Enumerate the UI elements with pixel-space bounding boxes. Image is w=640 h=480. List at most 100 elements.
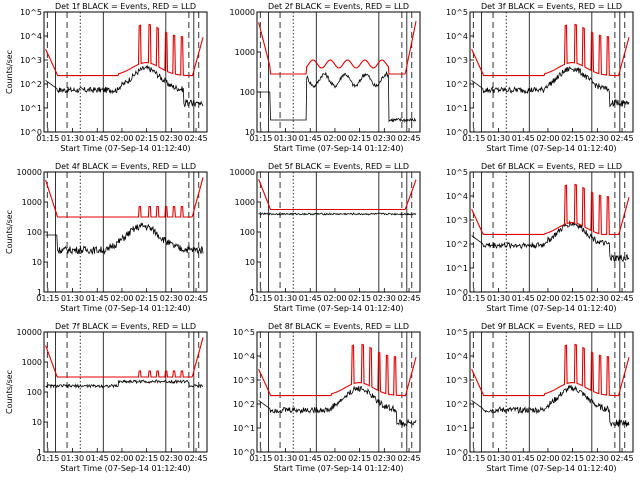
y-tick-label: 10 — [32, 258, 42, 267]
x-tick-label: 01:45 — [512, 294, 535, 303]
x-tick-label: 01:45 — [512, 134, 535, 143]
panel-det-4: Det 4f BLACK = Events, RED = LLD 1 10 100 10… — [5, 162, 208, 313]
x-tick-label: 02:15 — [561, 294, 584, 303]
panel-det-2: Det 2f BLACK = Events, RED = LLD 10 100 100… — [230, 2, 421, 153]
series-lld — [45, 337, 204, 378]
y-tick-label: 100 — [240, 228, 255, 237]
y-tick-label: 10000 — [230, 8, 255, 17]
series-events — [258, 385, 417, 427]
x-tick-label: 01:30 — [61, 134, 84, 143]
y-tick-label: 10^1 — [20, 104, 42, 113]
y-tick-label: 1000 — [235, 198, 255, 207]
x-tick-label: 02:45 — [397, 294, 420, 303]
y-tick-label: 10^5 — [233, 328, 255, 337]
x-tick-label: 01:30 — [274, 294, 297, 303]
y-tick-label: 1000 — [235, 48, 255, 57]
x-tick-label: 01:15 — [462, 454, 485, 463]
x-tick-label: 01:45 — [512, 454, 535, 463]
y-tick-label: 10^1 — [446, 104, 468, 113]
x-tick-label: 02:15 — [348, 294, 371, 303]
y-tick-label: 10^2 — [446, 400, 468, 409]
series-events — [258, 212, 417, 216]
series-events — [471, 220, 630, 263]
x-tick-label: 01:30 — [61, 454, 84, 463]
x-tick-label: 01:30 — [274, 454, 297, 463]
series-lld — [471, 343, 630, 397]
x-tick-label: 02:15 — [348, 134, 371, 143]
x-tick-label: 02:15 — [135, 454, 158, 463]
x-tick-label: 01:30 — [274, 134, 297, 143]
plot-frame — [469, 331, 634, 453]
x-tick-label: 01:15 — [249, 454, 272, 463]
x-tick-label: 01:15 — [462, 294, 485, 303]
x-tick-label: 01:45 — [86, 294, 109, 303]
x-tick-label: 02:15 — [561, 134, 584, 143]
x-tick-label: 01:15 — [36, 454, 59, 463]
x-tick-label: 01:30 — [61, 294, 84, 303]
x-tick-label: 01:15 — [462, 134, 485, 143]
chart-title: Det 6f BLACK = Events, RED = LLD — [481, 162, 622, 171]
y-axis-label: Counts/sec — [5, 210, 14, 254]
y-tick-label: 10^2 — [233, 400, 255, 409]
plot-frame — [256, 11, 421, 133]
y-tick-label: 10 — [245, 128, 255, 137]
x-tick-label: 02:30 — [373, 454, 396, 463]
x-tick-label: 01:45 — [299, 454, 322, 463]
x-tick-label: 01:45 — [299, 294, 322, 303]
x-tick-label: 02:15 — [135, 294, 158, 303]
panel-det-6: Det 6f BLACK = Events, RED = LLD 10^0 10^1… — [446, 162, 634, 313]
x-tick-label: 02:45 — [184, 294, 207, 303]
y-tick-label: 10000 — [230, 168, 255, 177]
x-axis-label: Start Time (07-Sep-14 01:12:40) — [486, 464, 616, 473]
x-tick-label: 02:45 — [610, 454, 633, 463]
y-tick-label: 10^3 — [20, 56, 42, 65]
y-tick-label: 10^5 — [446, 8, 468, 17]
y-tick-label: 10^0 — [446, 128, 468, 137]
y-tick-label: 10^1 — [233, 424, 255, 433]
series-events — [471, 384, 630, 427]
y-tick-label: 10000 — [17, 168, 42, 177]
x-tick-label: 02:30 — [373, 134, 396, 143]
y-tick-label: 10^4 — [20, 32, 42, 41]
x-axis-label: Start Time (07-Sep-14 01:12:40) — [273, 304, 403, 313]
y-tick-label: 10^0 — [446, 448, 468, 457]
y-tick-label: 10^5 — [20, 8, 42, 17]
x-tick-label: 02:30 — [373, 294, 396, 303]
y-tick-label: 10^3 — [233, 376, 255, 385]
y-tick-label: 10^2 — [20, 80, 42, 89]
x-tick-label: 02:15 — [561, 454, 584, 463]
panel-det-8: Det 8f BLACK = Events, RED = LLD 10^0 10^1… — [233, 322, 421, 473]
x-tick-label: 02:15 — [135, 134, 158, 143]
series-lld — [258, 21, 417, 75]
x-tick-label: 01:30 — [487, 294, 510, 303]
x-axis-label: Start Time (07-Sep-14 01:12:40) — [273, 464, 403, 473]
x-tick-label: 01:45 — [86, 134, 109, 143]
series-events — [258, 70, 417, 124]
y-tick-label: 10^4 — [446, 192, 468, 201]
x-tick-label: 02:30 — [586, 294, 609, 303]
x-tick-label: 02:00 — [110, 294, 133, 303]
y-tick-label: 10^0 — [20, 128, 42, 137]
plot-frame — [469, 11, 634, 133]
series-lld — [471, 23, 630, 77]
panel-det-1: Det 1f BLACK = Events, RED = LLD 10^0 10^1… — [5, 2, 208, 153]
y-tick-label: 10^4 — [446, 352, 468, 361]
series-lld — [45, 177, 204, 218]
chart-title: Det 9f BLACK = Events, RED = LLD — [481, 322, 622, 331]
y-tick-label: 10000 — [17, 328, 42, 337]
chart-title: Det 8f BLACK = Events, RED = LLD — [268, 322, 409, 331]
series-events — [45, 64, 204, 108]
x-axis-label: Start Time (07-Sep-14 01:12:40) — [60, 144, 190, 153]
chart-title: Det 7f BLACK = Events, RED = LLD — [55, 322, 196, 331]
x-tick-label: 01:45 — [299, 134, 322, 143]
y-tick-label: 1 — [37, 448, 42, 457]
plot-frame — [43, 11, 208, 133]
x-tick-label: 02:45 — [397, 134, 420, 143]
chart-title: Det 3f BLACK = Events, RED = LLD — [481, 2, 622, 11]
y-tick-label: 1 — [250, 288, 255, 297]
chart-title: Det 1f BLACK = Events, RED = LLD — [55, 2, 196, 11]
x-tick-label: 01:45 — [86, 454, 109, 463]
chart-title: Det 2f BLACK = Events, RED = LLD — [268, 2, 409, 11]
y-axis-label: Counts/sec — [5, 370, 14, 414]
